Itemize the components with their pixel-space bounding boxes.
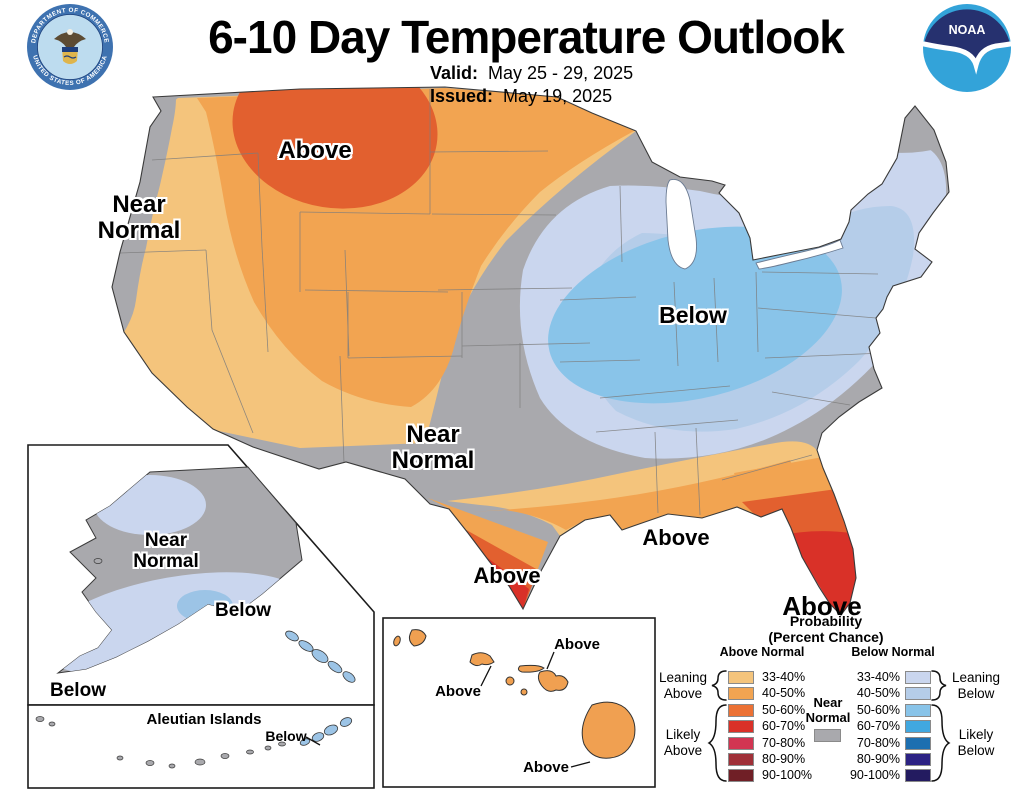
label-aleutian-islands: Aleutian Islands <box>146 711 262 728</box>
noaa-logo-text: NOAA <box>949 23 986 37</box>
label-near-normal-west: Near Normal <box>97 191 181 245</box>
legend-below-swatch-5 <box>905 737 931 750</box>
legend-below-range-5: 70-80% <box>856 736 900 750</box>
island-big-island <box>581 701 636 759</box>
legend-above-swatch-7 <box>728 769 754 782</box>
issued-value: May 19, 2025 <box>503 86 613 106</box>
island-kauai <box>408 629 427 647</box>
label-hawaii-above-oahu: Above <box>435 683 481 700</box>
issued-label: Issued: <box>430 86 494 106</box>
legend-above-range-6: 80-90% <box>762 752 806 766</box>
legend-leaning-below-label: Leaning Below <box>951 670 1001 701</box>
legend-below-range-3: 50-60% <box>856 703 900 717</box>
aleutian-inset <box>27 704 375 789</box>
legend-below-swatch-2 <box>905 687 931 700</box>
hawaii-inset <box>382 617 656 788</box>
legend-near-normal-label: Near Normal <box>805 695 851 725</box>
legend-above-swatch-6 <box>728 753 754 766</box>
island-oahu <box>469 652 495 667</box>
label-aleutian-below: Below <box>265 728 307 744</box>
legend-above-range-1: 33-40% <box>762 670 806 684</box>
legend-below-swatch-3 <box>905 704 931 717</box>
legend-above-range-5: 70-80% <box>762 736 806 750</box>
legend-braces <box>707 670 951 782</box>
legend-subtitle2: (Percent Chance) <box>768 629 884 645</box>
conus-outline <box>111 86 950 616</box>
legend-likely-above-label: Likely Above <box>663 727 703 758</box>
label-alaska-below-south: Below <box>215 600 271 621</box>
aleutian-below-leader-line <box>305 736 321 746</box>
label-alaska-near-normal: Near Normal <box>133 530 199 572</box>
legend-below-range-2: 40-50% <box>856 686 900 700</box>
valid-label: Valid: <box>430 63 479 83</box>
legend-subtitle: Probability <box>789 613 863 629</box>
noaa-logo-icon: NOAA <box>922 4 1012 92</box>
label-below-midwest: Below <box>659 302 727 328</box>
legend-above-range-7: 90-100% <box>762 768 813 782</box>
label-above-south-texas: Above <box>473 563 541 588</box>
legend-title: Above <box>782 591 862 621</box>
legend-below-range-7: 90-100% <box>849 768 900 782</box>
island-maui <box>537 670 569 692</box>
legend-near-normal-swatch <box>814 729 841 742</box>
island-molokai <box>517 664 545 673</box>
page-title: 6-10 Day Temperature Outlook <box>208 11 845 63</box>
hawaii-leader-lines <box>480 651 591 768</box>
noaa-seagull-icon <box>922 41 1012 75</box>
label-near-normal-south: Near Normal <box>391 421 475 475</box>
validity-block: Valid: May 25 - 29, 2025 Issued: May 19,… <box>430 62 633 108</box>
valid-line: Valid: May 25 - 29, 2025 <box>430 62 633 85</box>
legend-below-range-6: 80-90% <box>856 752 900 766</box>
legend-below-swatch-1 <box>905 671 931 684</box>
valid-value: May 25 - 29, 2025 <box>488 63 634 83</box>
legend-below-swatch-7 <box>905 769 931 782</box>
legend-above-swatch-4 <box>728 720 754 733</box>
island-lanai <box>505 676 515 686</box>
alaska-inset <box>27 444 375 706</box>
label-hawaii-above-molokai: Above <box>554 636 600 653</box>
legend-leaning-above-label: Leaning Above <box>658 670 708 701</box>
legend-above-swatch-5 <box>728 737 754 750</box>
label-above-gulf: Above <box>642 525 710 550</box>
label-hawaii-above-big-island: Above <box>523 759 569 776</box>
legend-below-normal-header: Below Normal <box>851 645 935 659</box>
legend-above-normal-header: Above Normal <box>719 645 805 659</box>
legend-below-swatch-4 <box>905 720 931 733</box>
legend-above-swatch-2 <box>728 687 754 700</box>
legend-below-range-4: 60-70% <box>856 719 900 733</box>
legend-below-range-1: 33-40% <box>856 670 900 684</box>
dept-of-commerce-seal-icon: DEPARTMENT OF COMMERCE UNITED STATES OF … <box>27 4 113 90</box>
label-above-northwest: Above <box>278 137 352 164</box>
state-borders <box>119 89 885 516</box>
island-niihau <box>393 635 401 647</box>
legend-above-range-4: 60-70% <box>762 719 806 733</box>
legend-above-range-3: 50-60% <box>762 703 806 717</box>
island-kahoolawe <box>520 688 528 696</box>
issued-line: Issued: May 19, 2025 <box>430 85 633 108</box>
legend-above-range-2: 40-50% <box>762 686 806 700</box>
legend-below-swatch-6 <box>905 753 931 766</box>
label-alaska-below-southwest: Below <box>50 680 106 701</box>
legend-above-swatch-1 <box>728 671 754 684</box>
doc-seal-eagle-emblem <box>54 29 86 64</box>
legend-likely-below-label: Likely Below <box>957 727 995 758</box>
legend-above-swatch-3 <box>728 704 754 717</box>
